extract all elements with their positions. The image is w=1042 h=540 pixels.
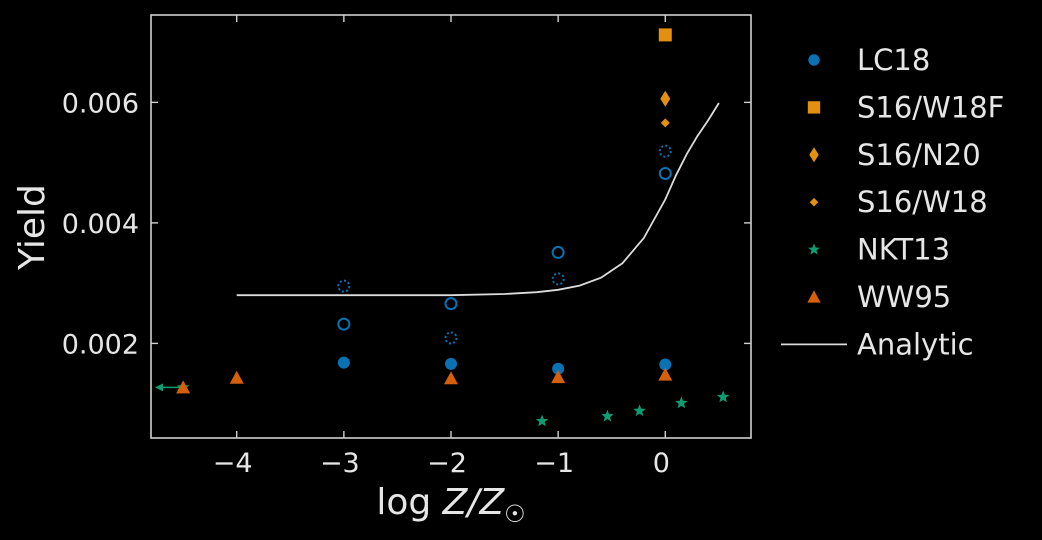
open-circle-point: [337, 279, 351, 293]
lc18-point: [659, 358, 672, 371]
y-tick-label: 0.006: [62, 88, 139, 119]
analytic-curve-group: [236, 102, 720, 297]
x-tick-label: −4: [213, 448, 253, 479]
nkt13-point: [675, 396, 688, 409]
open-circle-point: [658, 166, 672, 180]
open-circle-point: [444, 297, 458, 311]
s16-w18-point: [660, 118, 670, 128]
nkt13-point: [716, 390, 730, 403]
legend-marker-s16-w18f: [807, 101, 821, 114]
ww95-point: [551, 370, 566, 384]
y-axis-title: Yield: [12, 184, 53, 271]
legend-marker-s16-w18: [809, 197, 819, 207]
ww95-point: [176, 380, 191, 394]
legend-marker-ww95: [807, 290, 821, 303]
y-tick-label: 0.004: [62, 209, 139, 240]
limit-arrow-head: [155, 383, 163, 392]
lc18-point: [337, 356, 350, 369]
open-circle-point: [337, 317, 351, 331]
legend-marker-nkt13: [808, 243, 820, 255]
ww95-point: [229, 370, 244, 384]
legend-label-ww95: WW95: [857, 280, 951, 314]
analytic-curve: [236, 102, 720, 297]
x-tick-label: 0: [653, 448, 670, 479]
nkt13-point: [535, 414, 549, 427]
legend-label-nkt13: NKT13: [857, 233, 950, 267]
x-tick-label: −3: [320, 448, 360, 479]
ww95-point: [658, 367, 673, 381]
legend-label-s16-w18: S16/W18: [857, 185, 988, 219]
x-tick-label: −2: [427, 448, 467, 479]
x-axis-title-ratio: Z/Z: [442, 482, 506, 523]
legend-label-lc18: LC18: [857, 43, 930, 77]
legend-label-s16-w18f: S16/W18F: [857, 90, 1004, 124]
y-tick-label: 0.002: [62, 329, 139, 360]
legend-marker-lc18: [808, 54, 820, 66]
legend-label-analytic: Analytic: [857, 327, 974, 361]
s16-w18f-point: [658, 28, 672, 42]
nkt13-point: [601, 409, 614, 422]
open-circle-point: [551, 245, 565, 259]
data-markers: [155, 28, 730, 427]
open-circle-point: [658, 144, 672, 158]
lc18-point: [552, 362, 565, 375]
nkt13-point: [633, 404, 646, 417]
x-axis-title: log Z/Z☉: [376, 482, 525, 528]
ww95-point: [444, 371, 458, 385]
x-axis-title-sun: ☉: [504, 500, 526, 528]
lc18-point: [445, 357, 457, 370]
legend-marker-s16-n20: [809, 147, 819, 163]
x-tick-label: −1: [534, 448, 574, 479]
legend: LC18 S16/W18F S16/N20 S16/W18 NKT13 WW95 Analy…: [781, 43, 1004, 361]
s16-n20-point: [660, 90, 671, 107]
axis-ticks: −4 −3 −2 −1 0 0.002 0.004 0.006: [62, 15, 751, 479]
open-circle-point: [444, 331, 458, 345]
x-axis-title-log: log: [376, 482, 442, 523]
legend-label-s16-n20: S16/N20: [857, 138, 981, 172]
open-circle-point: [551, 272, 565, 286]
